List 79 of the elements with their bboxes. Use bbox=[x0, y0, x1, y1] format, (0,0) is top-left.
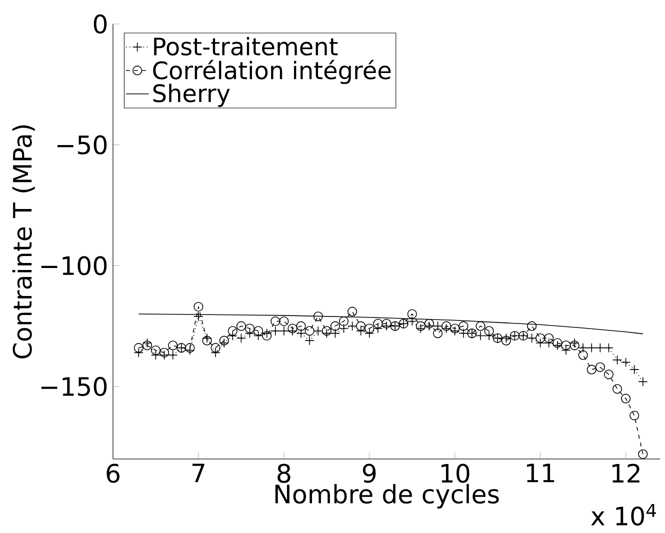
point bbox=[210, 343, 220, 353]
point bbox=[244, 328, 255, 338]
legend-label: Post-traitement bbox=[154, 36, 338, 56]
point bbox=[134, 348, 144, 358]
point bbox=[356, 326, 366, 336]
point bbox=[253, 330, 264, 341]
point bbox=[621, 394, 631, 404]
point bbox=[322, 328, 332, 338]
y-axis-title: Contrainte T (MPa) bbox=[12, 125, 35, 358]
point bbox=[586, 364, 596, 374]
point bbox=[432, 328, 443, 338]
point bbox=[296, 328, 306, 338]
x-tick-label: 6 bbox=[106, 464, 120, 483]
point bbox=[185, 343, 195, 353]
point bbox=[236, 321, 246, 331]
point bbox=[348, 321, 358, 331]
point bbox=[630, 410, 640, 420]
point bbox=[595, 343, 605, 353]
point bbox=[544, 338, 554, 348]
point bbox=[612, 384, 622, 394]
point bbox=[638, 449, 648, 459]
point bbox=[638, 376, 648, 386]
point bbox=[228, 326, 238, 336]
legend-label: Corrélation intégrée bbox=[153, 60, 391, 84]
x-tick-label: 12 bbox=[612, 464, 640, 483]
point bbox=[244, 324, 255, 334]
point bbox=[442, 321, 452, 331]
point bbox=[501, 336, 511, 346]
y-tick-label: −150 bbox=[41, 376, 107, 396]
point bbox=[142, 338, 152, 348]
point bbox=[236, 333, 246, 343]
point bbox=[612, 355, 622, 365]
point bbox=[561, 345, 571, 356]
point bbox=[484, 326, 494, 336]
point bbox=[134, 343, 144, 353]
x-axis-title: Nombre de cycles bbox=[275, 484, 499, 509]
point bbox=[356, 321, 366, 331]
y-tick-label: −100 bbox=[41, 256, 107, 276]
point bbox=[450, 324, 460, 334]
point bbox=[586, 343, 596, 353]
x-tick-label: 8 bbox=[278, 464, 290, 483]
text: x 10$^{4}$ bbox=[591, 504, 656, 526]
point bbox=[458, 321, 468, 331]
x-tick-label: 10 bbox=[442, 464, 470, 483]
point bbox=[338, 316, 349, 326]
point bbox=[578, 350, 588, 360]
x-tick-label: 9 bbox=[362, 464, 376, 483]
point bbox=[150, 345, 161, 356]
point bbox=[150, 350, 161, 360]
point bbox=[142, 340, 152, 350]
point bbox=[536, 338, 546, 348]
point bbox=[458, 328, 468, 338]
point bbox=[552, 338, 562, 348]
point bbox=[279, 316, 289, 326]
point bbox=[621, 358, 631, 368]
point bbox=[219, 336, 229, 346]
y-tick-label: −50 bbox=[58, 135, 107, 154]
point bbox=[544, 333, 554, 343]
point bbox=[270, 316, 280, 326]
point bbox=[288, 324, 298, 334]
point bbox=[348, 306, 358, 316]
x-tick-label: 11 bbox=[527, 464, 554, 482]
point bbox=[202, 336, 212, 346]
y-tick-label: 0 bbox=[94, 14, 107, 34]
point bbox=[194, 302, 204, 312]
point bbox=[604, 370, 614, 380]
point bbox=[313, 312, 323, 322]
point bbox=[630, 364, 640, 374]
point bbox=[296, 321, 306, 331]
point bbox=[476, 321, 486, 331]
point bbox=[407, 309, 417, 319]
point bbox=[526, 321, 537, 331]
x-tick-label: 7 bbox=[192, 464, 204, 482]
point bbox=[228, 330, 238, 341]
point bbox=[604, 343, 614, 353]
point bbox=[595, 362, 605, 372]
legend-label: Sherry bbox=[153, 84, 230, 107]
point bbox=[210, 348, 220, 358]
point bbox=[536, 333, 546, 343]
